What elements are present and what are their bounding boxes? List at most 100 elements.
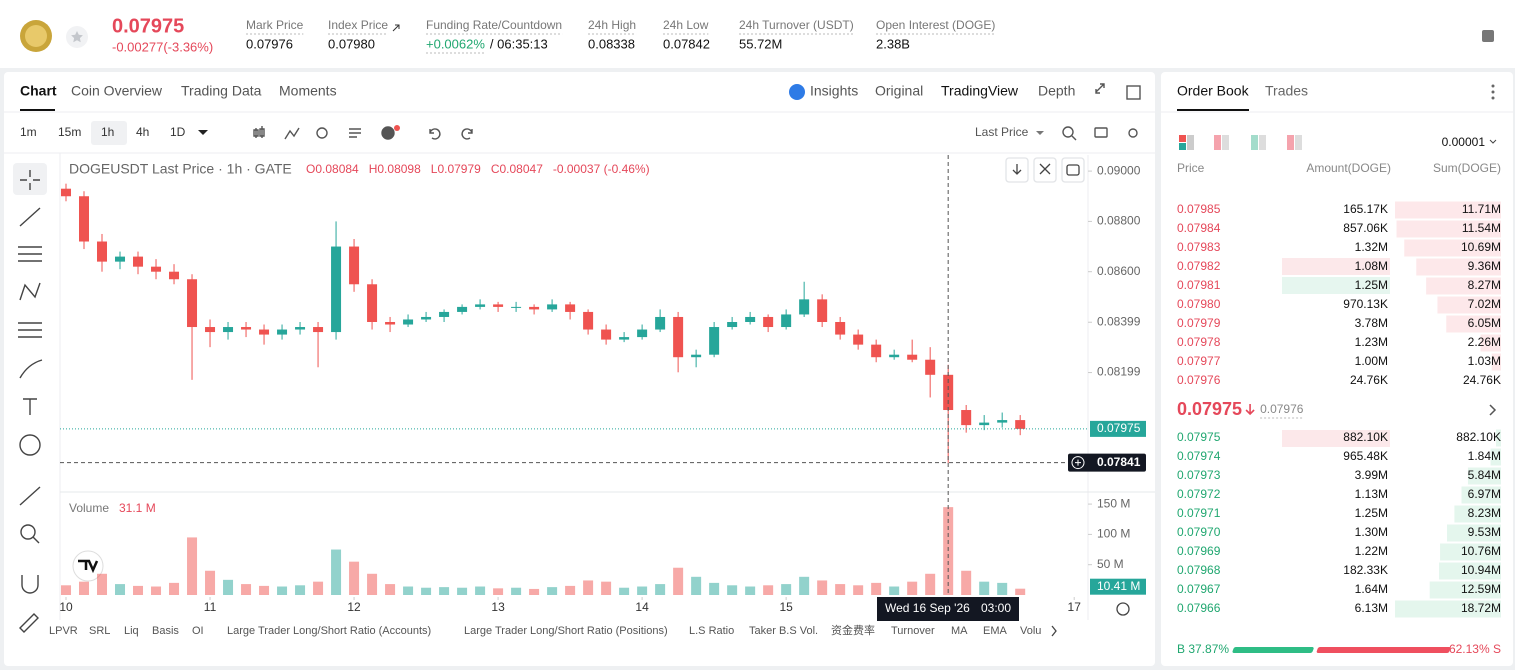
volume-bar	[439, 587, 450, 595]
x-tick-label: 11	[204, 600, 217, 614]
indicator[interactable]: Large Trader Long/Short Ratio (Accounts)	[227, 625, 431, 637]
book-tab[interactable]: Order Book	[1177, 83, 1250, 99]
view-tab[interactable]: TradingView	[941, 83, 1019, 99]
candle-body	[529, 306, 540, 310]
volume-bar	[223, 579, 234, 595]
view-tab[interactable]: Depth	[1038, 83, 1075, 99]
view-tab[interactable]: Insights	[810, 83, 858, 99]
volume-bar	[961, 570, 972, 595]
candle-body	[745, 316, 756, 322]
indicator[interactable]: Turnover	[891, 625, 935, 637]
interval-selected[interactable]	[91, 121, 127, 145]
book-price[interactable]: 0.07977	[1177, 354, 1221, 368]
indicator[interactable]: 资金费率	[831, 623, 875, 637]
book-price[interactable]: 0.07979	[1177, 316, 1221, 330]
volume-bar	[493, 588, 504, 595]
indicator[interactable]: LPVR	[49, 625, 78, 637]
view-tab[interactable]: Original	[875, 83, 923, 99]
chart-tab[interactable]: Coin Overview	[71, 83, 163, 99]
candle-body	[61, 188, 72, 197]
volume-bar	[943, 507, 954, 595]
depth-bar	[1437, 296, 1501, 314]
book-amount: 1.00M	[1355, 354, 1388, 368]
book-price[interactable]: 0.07970	[1177, 525, 1221, 539]
indicator[interactable]: Basis	[152, 625, 179, 637]
interval[interactable]: 4h	[136, 125, 149, 139]
stat-label: 24h High	[588, 18, 636, 32]
book-price[interactable]: 0.07985	[1177, 202, 1221, 216]
book-price[interactable]: 0.07971	[1177, 506, 1221, 520]
price-type[interactable]: Last Price	[975, 125, 1029, 139]
candle-body	[961, 410, 972, 426]
depth-bar	[1454, 505, 1501, 523]
book-price[interactable]: 0.07983	[1177, 240, 1221, 254]
volume-bar	[889, 586, 900, 595]
menu-icon[interactable]	[1482, 30, 1494, 42]
tv-logo	[72, 550, 104, 582]
indicator[interactable]: OI	[192, 625, 204, 637]
link-icon	[392, 24, 400, 32]
book-price[interactable]: 0.07982	[1177, 259, 1221, 273]
indicator[interactable]: Volu	[1020, 625, 1041, 637]
interval[interactable]: 1h	[101, 125, 114, 139]
indicator[interactable]: SRL	[89, 625, 110, 637]
candle-body	[997, 420, 1008, 423]
interval[interactable]: 1m	[20, 125, 37, 139]
indicator[interactable]: L.S Ratio	[689, 625, 734, 637]
candle-body	[331, 246, 342, 333]
book-price[interactable]: 0.07968	[1177, 563, 1221, 577]
interval[interactable]: 1D	[170, 125, 186, 139]
book-header: Amount(DOGE)	[1306, 161, 1391, 175]
candle-body	[655, 316, 666, 330]
sell-ratio-bar	[1316, 647, 1451, 653]
indicator[interactable]: MA	[951, 625, 968, 637]
indicator[interactable]: EMA	[983, 625, 1008, 637]
candle-body	[565, 304, 576, 312]
mark-price: 0.07976	[1260, 402, 1304, 416]
expand-arrow[interactable]	[1489, 404, 1497, 416]
book-price[interactable]: 0.07978	[1177, 335, 1221, 349]
book-price[interactable]: 0.07967	[1177, 582, 1221, 596]
candle-body	[457, 306, 468, 312]
more-icons[interactable]	[1491, 84, 1495, 100]
depth-bar	[1426, 277, 1501, 295]
book-price[interactable]: 0.07974	[1177, 449, 1221, 463]
candle-body	[817, 299, 828, 322]
chart-tab[interactable]: Trading Data	[181, 83, 262, 99]
book-price[interactable]: 0.07976	[1177, 373, 1221, 387]
chart-tab[interactable]: Chart	[20, 83, 57, 99]
volume-bar	[511, 587, 522, 595]
precision[interactable]: 0.00001	[1442, 135, 1486, 149]
x-tick-label: 14	[635, 600, 649, 614]
book-amount: 165.17K	[1343, 202, 1388, 216]
crosshair-price-label: 0.07841	[1097, 455, 1141, 469]
chart-tab[interactable]: Moments	[279, 83, 337, 99]
book-price[interactable]: 0.07972	[1177, 487, 1221, 501]
pane-buttons	[1005, 157, 1130, 637]
candle-body	[241, 327, 252, 330]
book-sum: 11.54M	[1462, 221, 1501, 235]
book-sum: 10.69M	[1461, 240, 1501, 254]
interval[interactable]: 15m	[58, 125, 81, 139]
depth-bar	[1395, 600, 1501, 618]
book-price[interactable]: 0.07975	[1177, 430, 1221, 444]
volume-bar	[583, 580, 594, 595]
book-amount: 1.25M	[1355, 506, 1388, 520]
candle-body	[547, 304, 558, 310]
book-price[interactable]: 0.07973	[1177, 468, 1221, 482]
volume-last-label: 10.41 M	[1097, 579, 1140, 593]
indicator[interactable]: Large Trader Long/Short Ratio (Positions…	[464, 625, 668, 637]
book-layout-icons	[1179, 135, 1302, 150]
book-price[interactable]: 0.07984	[1177, 221, 1221, 235]
book-price[interactable]: 0.07966	[1177, 601, 1221, 615]
indicator[interactable]: Liq	[124, 625, 139, 637]
indicator[interactable]: Taker B.S Vol.	[749, 625, 818, 637]
book-tab[interactable]: Trades	[1265, 83, 1308, 99]
volume-bar	[745, 586, 756, 595]
chart-panel	[4, 72, 1155, 666]
book-price[interactable]: 0.07981	[1177, 278, 1221, 292]
book-sum: 6.97M	[1468, 487, 1501, 501]
drawing-tools	[13, 163, 47, 633]
book-price[interactable]: 0.07980	[1177, 297, 1221, 311]
book-price[interactable]: 0.07969	[1177, 544, 1221, 558]
